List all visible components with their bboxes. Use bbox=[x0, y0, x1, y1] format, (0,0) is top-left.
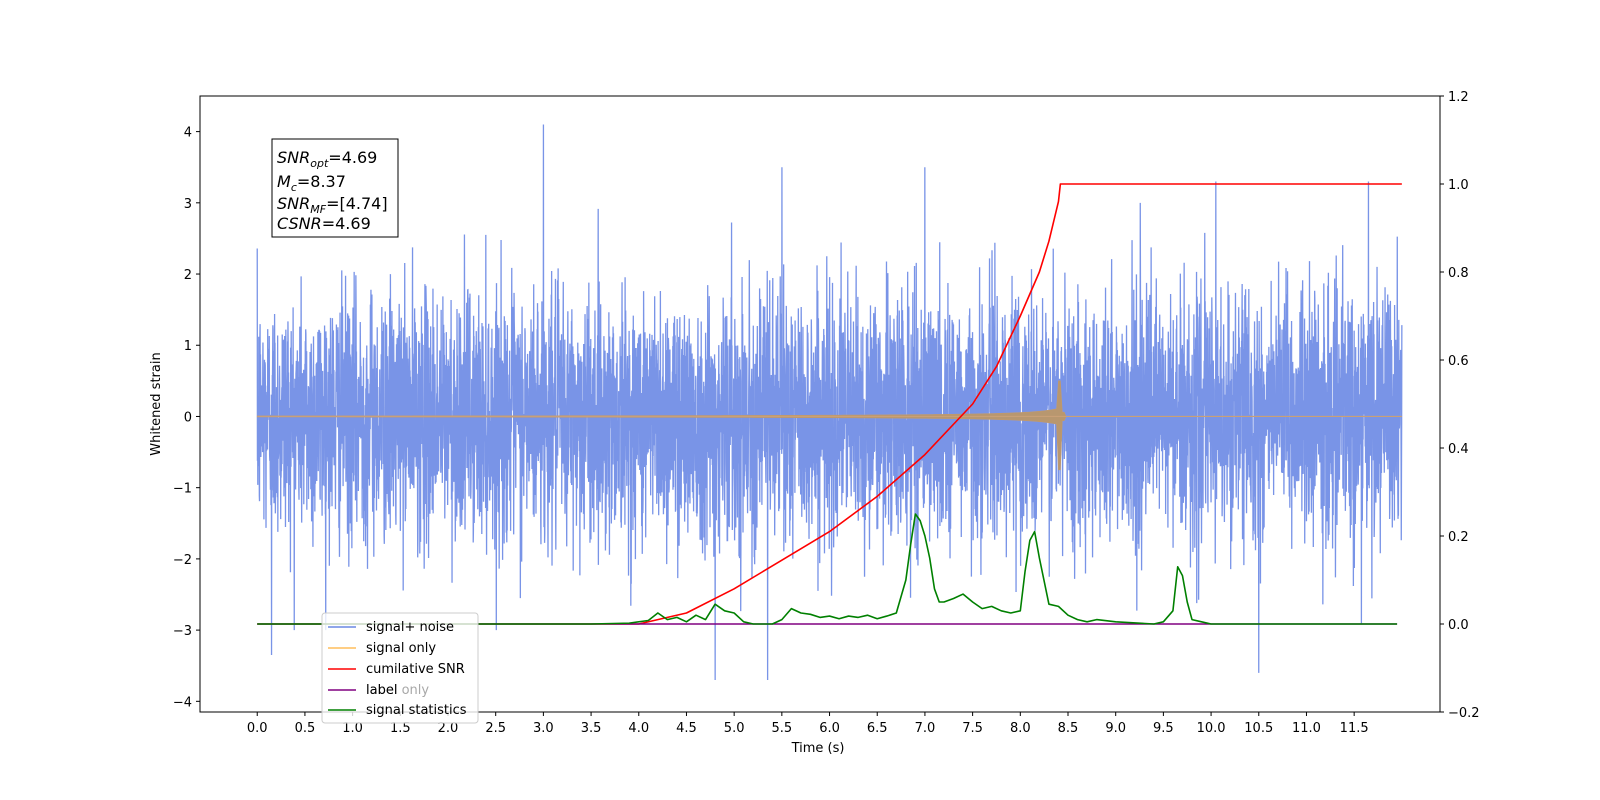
legend: label only signal+ noise signal only cumila… bbox=[321, 612, 479, 724]
x-tick-label: 8.5 bbox=[1058, 721, 1079, 736]
y2-tick-label: 1.2 bbox=[1448, 90, 1469, 105]
legend-label: signal+ noise bbox=[366, 620, 454, 635]
x-tick-label: 1.5 bbox=[390, 721, 411, 736]
x-tick-label: 3.0 bbox=[533, 721, 554, 736]
y-tick-label: 1 bbox=[184, 339, 192, 354]
y-tick-label: −2 bbox=[173, 553, 192, 568]
annotation-subscript: MF bbox=[310, 203, 326, 216]
legend-label: signal only bbox=[366, 641, 436, 656]
series-line-cumilative-snr bbox=[257, 183, 1402, 625]
y2-tick-label: −0.2 bbox=[1448, 706, 1480, 721]
y-tick-label: 0 bbox=[184, 410, 192, 425]
y2-tick-label: 0.2 bbox=[1448, 530, 1469, 545]
legend-label-ghost: label only bbox=[366, 683, 429, 698]
x-tick-label: 5.0 bbox=[724, 721, 745, 736]
x-axis-label: Time (s) bbox=[791, 741, 845, 756]
annotation-subscript: opt bbox=[310, 157, 329, 170]
y2-tick-label: 0.4 bbox=[1448, 442, 1469, 457]
y-tick-label: −1 bbox=[173, 482, 192, 497]
annotation-symbol: SNR bbox=[277, 148, 310, 167]
x-tick-label: 9.5 bbox=[1153, 721, 1174, 736]
legend-label: label bbox=[366, 683, 397, 698]
legend-label: signal statistics bbox=[366, 703, 467, 718]
y-tick-label: 2 bbox=[184, 268, 192, 283]
annotation-value: =4.69 bbox=[328, 148, 377, 167]
annotation-line: SNRopt=4.69 bbox=[277, 148, 377, 170]
annotation-symbol: CSNR bbox=[277, 214, 322, 233]
annotation-line: SNRMF=[4.74] bbox=[277, 194, 388, 216]
y-tick-label: 3 bbox=[184, 197, 192, 212]
annotation-value: =[4.74] bbox=[326, 194, 388, 213]
x-tick-label: 0.5 bbox=[295, 721, 316, 736]
annotation-symbol: SNR bbox=[277, 194, 310, 213]
annotation-symbol: M bbox=[277, 172, 291, 191]
axes-frame bbox=[199, 95, 1441, 713]
x-tick-label: 11.5 bbox=[1340, 721, 1369, 736]
y-axis-label: Whitened strain bbox=[149, 352, 164, 455]
x-tick-label: 2.0 bbox=[438, 721, 459, 736]
annotation-subscript: c bbox=[291, 181, 297, 194]
x-axis: 0.0 0.5 1.0 1.5 2.0 2.5 3.0 3.5 4.0 4.5 5.0 5.5 6.0 6… bbox=[247, 712, 1369, 736]
x-tick-label: 7.5 bbox=[962, 721, 983, 736]
legend-frame bbox=[321, 612, 479, 724]
x-tick-label: 4.5 bbox=[676, 721, 697, 736]
x-tick-label: 1.0 bbox=[342, 721, 363, 736]
x-tick-label: 4.0 bbox=[628, 721, 649, 736]
x-tick-label: 2.5 bbox=[485, 721, 506, 736]
x-tick-label: 6.0 bbox=[819, 721, 840, 736]
annotation-line: Mc=8.37 bbox=[277, 172, 346, 194]
x-tick-label: 7.0 bbox=[915, 721, 936, 736]
series-line-signal-noise bbox=[256, 124, 1403, 680]
x-tick-label: 9.0 bbox=[1105, 721, 1126, 736]
y2-tick-label: 0.0 bbox=[1448, 618, 1469, 633]
x-tick-label: 10.0 bbox=[1197, 721, 1226, 736]
legend-label: cumilative SNR bbox=[366, 662, 465, 677]
x-tick-label: 0.0 bbox=[247, 721, 268, 736]
annotation-line: CSNR=4.69 bbox=[277, 214, 371, 233]
x-tick-label: 10.5 bbox=[1244, 721, 1273, 736]
y-tick-label: −4 bbox=[173, 695, 192, 710]
y2-tick-label: 0.8 bbox=[1448, 266, 1469, 281]
y-tick-label: −3 bbox=[173, 624, 192, 639]
plot-series bbox=[256, 124, 1403, 680]
y-tick-label: 4 bbox=[184, 126, 192, 141]
annotation-box-frame bbox=[271, 138, 399, 238]
y-axis-left: 4 3 2 1 0 −1 −2 −3 −4 bbox=[173, 126, 200, 710]
x-tick-label: 5.5 bbox=[772, 721, 793, 736]
annotation-value: =4.69 bbox=[322, 214, 371, 233]
series-line-signal-statistics bbox=[257, 513, 1398, 625]
y-axis-right: 1.2 1.0 0.8 0.6 0.4 0.2 0.0 −0.2 bbox=[1440, 90, 1480, 721]
y2-tick-label: 0.6 bbox=[1448, 354, 1469, 369]
x-tick-label: 8.0 bbox=[1010, 721, 1031, 736]
x-tick-label: 6.5 bbox=[867, 721, 888, 736]
y2-tick-label: 1.0 bbox=[1448, 178, 1469, 193]
x-tick-label: 3.5 bbox=[581, 721, 602, 736]
x-tick-label: 11.0 bbox=[1292, 721, 1321, 736]
annotation-value: =8.37 bbox=[297, 172, 346, 191]
